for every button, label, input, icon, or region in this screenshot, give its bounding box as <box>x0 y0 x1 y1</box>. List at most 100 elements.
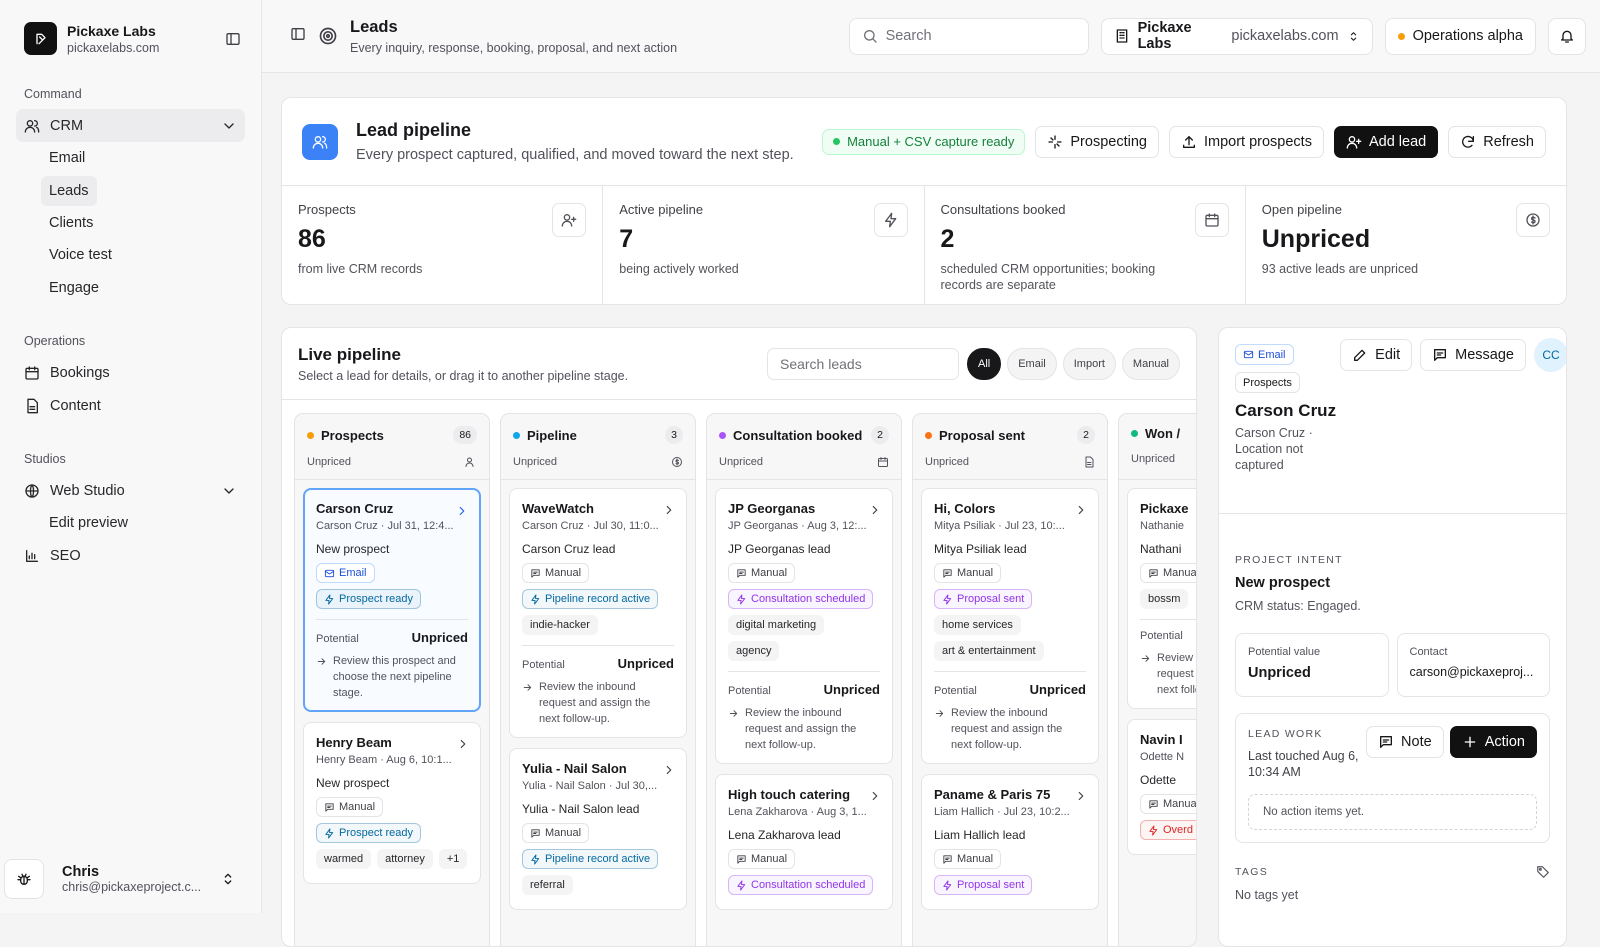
environment-status[interactable]: Operations alpha <box>1384 17 1536 55</box>
stat-note: 93 active leads are unpriced <box>1261 262 1419 276</box>
header-button[interactable]: Add lead <box>1333 125 1439 158</box>
lead-card[interactable]: Yulia - Nail Salon Yulia - Nail Salon · J… <box>509 748 687 910</box>
column-name: Pipeline <box>527 427 577 443</box>
stat-card: Open pipeline Unpriced 93 active leads are… <box>1244 186 1566 304</box>
nav-subitem[interactable]: Engage <box>49 279 99 296</box>
card-title: Yulia - Nail Salon <box>522 761 627 776</box>
header-button[interactable]: Refresh <box>1448 125 1546 158</box>
nav-item[interactable]: Web Studio <box>16 474 245 507</box>
column-price: Unpriced <box>719 456 889 468</box>
next-action: Review the inbound request and assign th… <box>951 707 1063 751</box>
nav-subitem[interactable]: Clients <box>49 214 94 231</box>
pipeline-column: Consultation booked 2 Unpriced JP Georganas… <box>706 413 902 946</box>
nav-item[interactable]: Bookings <box>16 356 245 389</box>
tag: Manual <box>316 797 384 817</box>
header-button[interactable]: Import prospects <box>1168 125 1324 158</box>
filter-pill[interactable]: Import <box>1062 347 1116 380</box>
card-summary: New prospect <box>316 776 390 790</box>
tag: Manual <box>522 823 590 843</box>
column-header: Won / Unpriced <box>1119 414 1196 480</box>
lead-card[interactable]: Pickaxe Nathanie Nathani ManualProbossm Pote… <box>1127 488 1196 709</box>
lead-card[interactable]: High touch catering Lena Zakharova · Aug … <box>715 774 893 910</box>
nav-item[interactable]: Content <box>16 389 245 422</box>
filter-pill[interactable]: Email <box>1007 347 1057 380</box>
lead-search[interactable]: Search leads <box>766 347 959 380</box>
icon <box>1078 505 1084 515</box>
logo <box>24 22 57 55</box>
stat-card: Consultations booked 2 scheduled CRM oppor… <box>923 186 1245 304</box>
filter-pill[interactable]: All <box>966 347 1002 380</box>
next-action: Review the inbound request and assign th… <box>1157 652 1196 696</box>
sidebar: Pickaxe Labs pickaxelabs.com Command CRM Ema… <box>0 0 262 913</box>
stat-icon[interactable] <box>552 203 587 237</box>
status-label: Operations alpha <box>1412 28 1523 44</box>
stat-icon[interactable] <box>1516 203 1550 237</box>
filter-pill[interactable]: Manual <box>1121 347 1180 380</box>
header-title: Lead pipeline <box>356 120 472 140</box>
column-name: Prospects <box>321 427 384 443</box>
icon <box>672 457 682 467</box>
chip-label: Prospects <box>1243 376 1292 389</box>
card-potential: Potential Unpriced <box>522 645 674 671</box>
header-button[interactable]: Prospecting <box>1035 125 1159 158</box>
card-meta: Mitya Psiliak · Jul 23, 10:... <box>934 520 1065 532</box>
tag: bossm <box>1140 589 1189 609</box>
lead-card[interactable]: Carson Cruz Carson Cruz · Jul 31, 12:4...… <box>303 488 481 712</box>
stat-icon[interactable] <box>873 203 908 237</box>
lead-card[interactable]: WaveWatch Carson Cruz · Jul 30, 11:0... Ca… <box>509 488 687 738</box>
pipeline-header: Lead pipeline Every prospect captured, qu… <box>281 97 1567 305</box>
user-menu[interactable]: Chris chris@pickaxeproject.c... <box>0 859 261 899</box>
nav-subitem[interactable]: Edit preview <box>49 515 128 532</box>
nav-subitem[interactable]: Leads <box>41 175 97 206</box>
nav-label: Bookings <box>50 364 110 381</box>
column-header: Proposal sent 2 Unpriced <box>913 414 1107 480</box>
icon <box>872 791 878 801</box>
lead-card[interactable]: Henry Beam Henry Beam · Aug 6, 10:1... New… <box>303 722 481 884</box>
card-summary: Carson Cruz lead <box>522 542 616 556</box>
icon <box>226 33 240 45</box>
lead-card[interactable]: Hi, Colors Mitya Psiliak · Jul 23, 10:...… <box>921 488 1099 764</box>
icon <box>324 569 335 577</box>
notifications[interactable] <box>1548 17 1586 55</box>
header-row: Lead pipeline Every prospect captured, qu… <box>282 98 1566 186</box>
potential-label: Potential <box>728 685 771 697</box>
potential-value: Unpriced <box>1029 682 1086 697</box>
field: Potential value Unpriced <box>1235 633 1389 697</box>
column-price-label: Unpriced <box>307 456 352 468</box>
card-meta: Henry Beam · Aug 6, 10:1... <box>316 754 452 766</box>
icon <box>531 568 540 578</box>
tag-label: bossm <box>1148 593 1181 605</box>
field-label: Contact <box>1409 646 1448 658</box>
column-price-label: Unpriced <box>719 456 764 468</box>
nav-subitem[interactable]: Voice test <box>49 247 112 264</box>
tag: indie-hacker <box>522 615 598 635</box>
card-meta: Liam Hallich · Jul 23, 10:2... <box>934 806 1070 818</box>
work-button[interactable]: Note <box>1366 726 1444 758</box>
stat-note: being actively worked <box>619 262 739 276</box>
nav-item[interactable]: CRM <box>16 109 245 142</box>
global-search[interactable]: Search <box>848 17 1089 55</box>
card-summary: New prospect <box>316 542 390 556</box>
work-button[interactable]: Action <box>1449 726 1537 758</box>
brand-domain: pickaxelabs.com <box>67 40 160 55</box>
nav-subitem[interactable]: Email <box>49 150 86 167</box>
next-action: Review the inbound request and assign th… <box>745 707 857 751</box>
detail-chip: Email <box>1235 344 1294 365</box>
debug-button[interactable] <box>4 859 44 899</box>
tag: Proposal sent <box>934 589 1033 609</box>
icon <box>1141 655 1150 662</box>
lead-card[interactable]: JP Georganas JP Georganas · Aug 3, 12:...… <box>715 488 893 764</box>
status-dot <box>1397 32 1405 40</box>
workspace-switcher[interactable]: Pickaxe Labs pickaxelabs.com <box>1100 17 1373 55</box>
stat-icon[interactable] <box>1194 203 1229 237</box>
lead-card[interactable]: Navin I Odette N Odette ManualProOverd <box>1127 719 1196 855</box>
sidebar-toggle[interactable] <box>225 31 241 52</box>
sidebar-toggle[interactable] <box>290 26 306 47</box>
icon <box>531 853 540 865</box>
tag-label: Email <box>339 567 367 579</box>
lead-card[interactable]: Paname & Paris 75 Liam Hallich · Jul 23, … <box>921 774 1099 910</box>
detail-button[interactable]: Edit <box>1340 339 1413 371</box>
stat-value: 86 <box>298 225 326 253</box>
nav-item[interactable]: SEO <box>16 540 245 573</box>
detail-button[interactable]: Message <box>1420 339 1526 371</box>
